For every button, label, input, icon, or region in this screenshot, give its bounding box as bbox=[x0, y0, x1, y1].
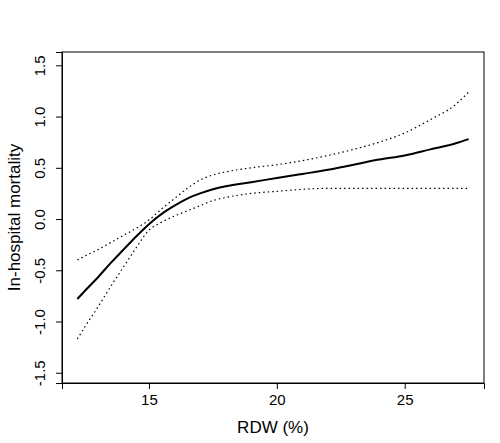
y-tick-label: 1.0 bbox=[31, 107, 48, 128]
series-line bbox=[77, 188, 468, 339]
x-tick-label: 15 bbox=[141, 391, 158, 408]
y-axis: -1.5 -1.0 -0.5 0.0 0.5 1.0 1.5 bbox=[31, 53, 63, 387]
y-tick-label: 0.5 bbox=[31, 158, 48, 179]
series-line bbox=[77, 139, 468, 299]
x-tick-label: 20 bbox=[269, 391, 286, 408]
y-axis-title: In-hospital mortality bbox=[5, 143, 24, 291]
x-tick-label: 25 bbox=[397, 391, 414, 408]
frame bbox=[62, 52, 484, 383]
x-axis-line bbox=[63, 384, 485, 390]
y-tick: 1.0 bbox=[31, 107, 62, 128]
chart: 15 20 25 -1.5 -1.0 -0.5 0.0 0.5 1.0 1.5 RDW (%) In-… bbox=[0, 0, 500, 443]
x-axis-title: RDW (%) bbox=[237, 418, 309, 437]
y-tick-mark bbox=[56, 65, 62, 66]
y-tick-mark bbox=[56, 219, 62, 220]
x-tick-mark bbox=[405, 383, 406, 389]
y-tick-label: 0.0 bbox=[31, 209, 48, 230]
x-tick: 15 bbox=[141, 383, 158, 408]
y-tick-mark bbox=[56, 117, 62, 118]
lines bbox=[77, 92, 468, 339]
y-tick-label: -1.0 bbox=[31, 309, 48, 335]
x-axis: 15 20 25 bbox=[63, 383, 485, 408]
y-tick: 0.0 bbox=[31, 209, 62, 230]
series-line bbox=[77, 92, 468, 260]
y-tick-mark bbox=[56, 322, 62, 323]
y-tick-mark bbox=[56, 270, 62, 271]
y-tick: -1.0 bbox=[31, 309, 62, 335]
y-tick-label: 1.5 bbox=[31, 55, 48, 76]
y-axis-line bbox=[56, 53, 63, 384]
x-tick-mark bbox=[149, 383, 150, 389]
y-tick-mark bbox=[56, 168, 62, 169]
x-tick: 20 bbox=[269, 383, 286, 408]
y-tick-label: -0.5 bbox=[31, 258, 48, 284]
x-tick: 25 bbox=[397, 383, 414, 408]
y-tick: -0.5 bbox=[31, 258, 62, 284]
x-tick-mark bbox=[277, 383, 278, 389]
y-tick: 0.5 bbox=[31, 158, 62, 179]
plot: 15 20 25 -1.5 -1.0 -0.5 0.0 0.5 1.0 1.5 bbox=[31, 52, 485, 408]
y-tick: -1.5 bbox=[31, 360, 62, 386]
y-tick-mark bbox=[56, 373, 62, 374]
y-tick: 1.5 bbox=[31, 55, 62, 76]
y-tick-label: -1.5 bbox=[31, 360, 48, 386]
